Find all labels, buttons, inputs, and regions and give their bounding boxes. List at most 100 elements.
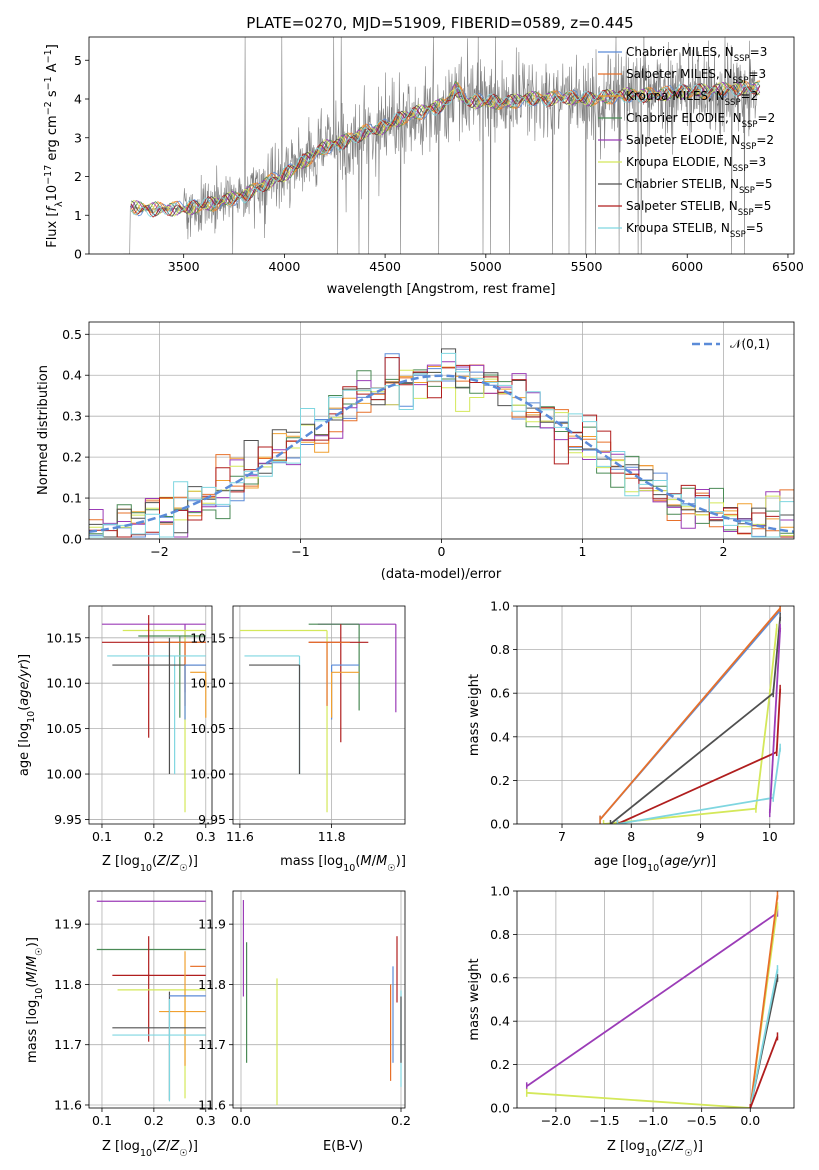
axes-frame [232, 890, 406, 1109]
y-tick-label: 11.8 [198, 977, 226, 992]
x-tick-label: 0 [438, 544, 446, 559]
label-part: ☉ [387, 863, 396, 874]
y-tick-label: 0 [74, 247, 82, 262]
label-part: )] [706, 854, 716, 869]
x-tick-label: −2.0 [541, 1113, 571, 1128]
label-part: A [45, 63, 60, 76]
y-axis-label: Normed distribution [36, 365, 51, 495]
x-axis-label: Z [log10(Z/Z☉)] [102, 1139, 198, 1159]
legend-label: Kroupa ELODIE, NSSP=3 [626, 155, 766, 174]
y-tick-label: 0.0 [62, 532, 82, 547]
plot-area [89, 891, 212, 1108]
x-tick-label: 11.8 [318, 829, 346, 844]
label-part: Z [156, 1139, 167, 1154]
x-tick-label: 0.2 [391, 1113, 411, 1128]
legend-name: Salpeter MILES, N [626, 67, 733, 81]
axes-frame [88, 321, 795, 540]
label-part: 10 [647, 863, 659, 874]
label-part: age [log [17, 723, 32, 776]
y-axis-label: mass weight [467, 674, 482, 756]
label-part: / [166, 854, 171, 869]
x-axis-label: (data-model)/error [381, 567, 502, 582]
y-tick-label: 10.15 [190, 630, 226, 645]
y-tick-label: 10.15 [46, 630, 82, 645]
label-part: 10 [34, 988, 45, 1000]
weight-line [526, 906, 779, 1108]
normal-reference-curve [89, 374, 794, 534]
legend-value: =3 [750, 45, 768, 59]
label-part: 10 [645, 1148, 657, 1159]
label-part: )] [188, 1139, 198, 1154]
label-part: Z [log [102, 1139, 140, 1154]
x-axis-label: Z [log10(Z/Z☉)] [607, 1139, 703, 1159]
x-tick-label: 0.0 [740, 1113, 760, 1128]
legend-sub: SSP [725, 98, 741, 108]
legend-label: Kroupa STELIB, NSSP=5 [626, 221, 764, 240]
x-tick-label: −0.5 [686, 1113, 716, 1128]
label-part: ( [355, 854, 360, 869]
x-tick-label: 8 [627, 829, 635, 844]
axes-frame [516, 890, 795, 1109]
label-part: mass [log [280, 854, 343, 869]
label-part: Z [661, 1139, 672, 1154]
legend-label: 𝒩(0,1) [730, 337, 770, 351]
label-part: )] [17, 654, 32, 664]
label-part: −17 [43, 165, 54, 185]
plot-area [89, 606, 212, 824]
y-tick-label: 11.9 [54, 917, 82, 932]
y-tick-label: 0.2 [490, 773, 510, 788]
y-tick-label: 11.7 [198, 1037, 226, 1052]
legend-name: Chabrier ELODIE, N [626, 111, 742, 125]
figure-title: PLATE=0270, MJD=51909, FIBERID=0589, z=0… [246, 14, 633, 32]
x-tick-label: 9 [697, 829, 705, 844]
x-axis-label: Z [log10(Z/Z☉)] [102, 854, 198, 874]
x-tick-label: 3500 [168, 259, 200, 274]
x-tick-label: 6500 [772, 259, 804, 274]
plot-area [233, 891, 405, 1108]
x-axis-label: E(B-V) [323, 1139, 363, 1154]
label-part: ] [45, 44, 60, 49]
y-tick-label: 1.0 [490, 884, 510, 899]
legend-value: =3 [748, 155, 766, 169]
legend-sub: SSP [738, 208, 754, 218]
label-part: age/yr [17, 662, 32, 705]
y-tick-label: 0.6 [490, 970, 510, 985]
x-tick-label: −1.0 [638, 1113, 668, 1128]
x-tick-label: 6000 [671, 259, 703, 274]
label-part: λ [54, 201, 65, 207]
x-tick-label: 0.2 [144, 829, 164, 844]
label-part: −1 [43, 76, 54, 90]
y-tick-label: 2 [74, 169, 82, 184]
legend-label: Chabrier ELODIE, NSSP=2 [626, 111, 775, 130]
legend-name: Kroupa MILES, N [626, 89, 725, 103]
y-axis-label: age [log10(age/yr)] [17, 654, 37, 776]
legend-sub: SSP [740, 142, 756, 152]
x-tick-label: 0.3 [196, 1113, 216, 1128]
y-tick-label: 1 [74, 208, 82, 223]
label-part: Flux [ [45, 212, 60, 248]
legend-sub: SSP [730, 230, 746, 240]
x-tick-label: 2 [720, 544, 728, 559]
x-tick-label: −1.5 [589, 1113, 619, 1128]
y-tick-label: 9.95 [54, 812, 82, 827]
label-part: Z [156, 854, 167, 869]
legend-value: =5 [746, 221, 764, 235]
weight-line [603, 627, 778, 824]
age-vs-mass-panel: 11.6 11.8 9.95 10.00 10.05 10.10 10.15 mass [lo… [190, 605, 406, 874]
x-tick-label: 5500 [571, 259, 603, 274]
weight-line [749, 1036, 779, 1108]
label-part: ( [17, 706, 32, 711]
label-part: Z [log [607, 1139, 645, 1154]
legend-value: =2 [741, 89, 759, 103]
legend-label: Chabrier STELIB, NSSP=5 [626, 177, 773, 196]
y-tick-label: 9.95 [198, 812, 226, 827]
x-tick-label: 0.1 [92, 829, 112, 844]
histogram-step [89, 357, 794, 538]
y-tick-label: 11.6 [198, 1097, 226, 1112]
label-part: age/yr [664, 854, 707, 869]
legend-value: =5 [755, 177, 773, 191]
x-tick-label: 0.2 [144, 1113, 164, 1128]
legend-name: Salpeter ELODIE, N [626, 133, 740, 147]
legend-sub: SSP [733, 164, 749, 174]
